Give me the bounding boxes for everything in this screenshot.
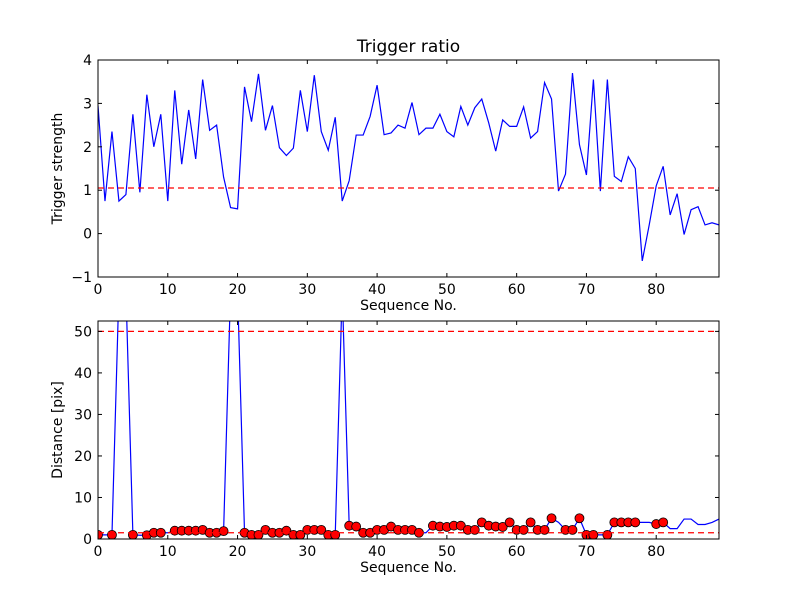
bottom-series-layer	[98, 321, 719, 539]
top-y-tick-label: 2	[83, 140, 92, 156]
bottom-data-marker	[539, 524, 550, 535]
top-series-layer	[98, 72, 719, 262]
bottom-data-marker	[525, 517, 536, 528]
top-x-tick-label: 0	[94, 282, 103, 298]
bottom-data-marker	[602, 529, 613, 539]
top-x-tick-label: 70	[578, 282, 596, 298]
top-y-tick-label: 1	[83, 183, 92, 199]
bottom-data-marker	[218, 526, 229, 537]
top-y-tick-label: 4	[83, 53, 92, 69]
bottom-data-marker	[107, 529, 117, 539]
bottom-data-marker	[469, 524, 480, 535]
bottom-data-marker	[351, 521, 362, 532]
top-x-tick-label: 30	[298, 282, 316, 298]
bottom-x-tick-label: 80	[647, 544, 665, 560]
bottom-x-tick-label: 30	[298, 544, 316, 560]
top-x-tick-label: 50	[438, 282, 456, 298]
bottom-data-marker	[127, 529, 138, 539]
bottom-x-tick-label: 0	[94, 544, 103, 560]
bottom-y-axis-label: Distance [pix]	[50, 381, 66, 479]
bottom-data-marker	[588, 529, 599, 539]
bottom-data-marker	[546, 513, 557, 524]
bottom-data-marker	[630, 517, 641, 528]
bottom-y-tick-label: 50	[74, 324, 92, 340]
bottom-x-tick-label: 50	[438, 544, 456, 560]
top-x-tick-label: 10	[159, 282, 177, 298]
bottom-data-marker	[567, 524, 578, 535]
bottom-data-marker	[518, 524, 529, 535]
bottom-y-tick-label: 30	[74, 407, 92, 423]
bottom-ticks-layer: 0 10 20 30 40 50 60 70 80 0 10 20 30 40 50	[74, 321, 719, 560]
bottom-y-tick-label: 0	[83, 532, 92, 548]
top-x-tick-label: 60	[508, 282, 526, 298]
top-y-tick-label: 0	[83, 227, 92, 243]
bottom-data-marker	[658, 517, 669, 528]
top-x-axis-label: Sequence No.	[360, 298, 457, 314]
top-x-tick-label: 20	[229, 282, 247, 298]
bottom-chart: 0 10 20 30 40 50 60 70 80 0 10 20 30 40 50 Sequence No…	[50, 320, 720, 576]
bottom-data-marker	[504, 517, 515, 528]
bottom-data-marker	[574, 513, 585, 524]
bottom-data-marker	[330, 529, 341, 539]
bottom-x-tick-label: 10	[159, 544, 177, 560]
top-y-tick-label: 3	[83, 96, 92, 112]
top-y-tick-label: −1	[71, 270, 92, 286]
top-chart-title: Trigger ratio	[356, 37, 460, 57]
bottom-data-marker	[497, 522, 508, 532]
bottom-data-marker	[316, 524, 327, 535]
top-x-tick-label: 40	[368, 282, 386, 298]
bottom-x-tick-label: 70	[578, 544, 596, 560]
bottom-threshold-layer	[98, 330, 719, 534]
bottom-x-tick-label: 40	[368, 544, 386, 560]
top-series-line	[98, 72, 719, 262]
bottom-plot-frame	[97, 320, 720, 540]
top-y-axis-label: Trigger strength	[50, 113, 66, 226]
bottom-y-tick-label: 20	[74, 449, 92, 465]
bottom-x-tick-label: 60	[508, 544, 526, 560]
bottom-x-axis-label: Sequence No.	[360, 560, 457, 576]
top-x-tick-label: 80	[647, 282, 665, 298]
top-plot-frame	[97, 59, 720, 278]
bottom-y-tick-label: 10	[74, 490, 92, 506]
bottom-x-tick-label: 20	[229, 544, 247, 560]
bottom-y-tick-label: 40	[74, 366, 92, 382]
